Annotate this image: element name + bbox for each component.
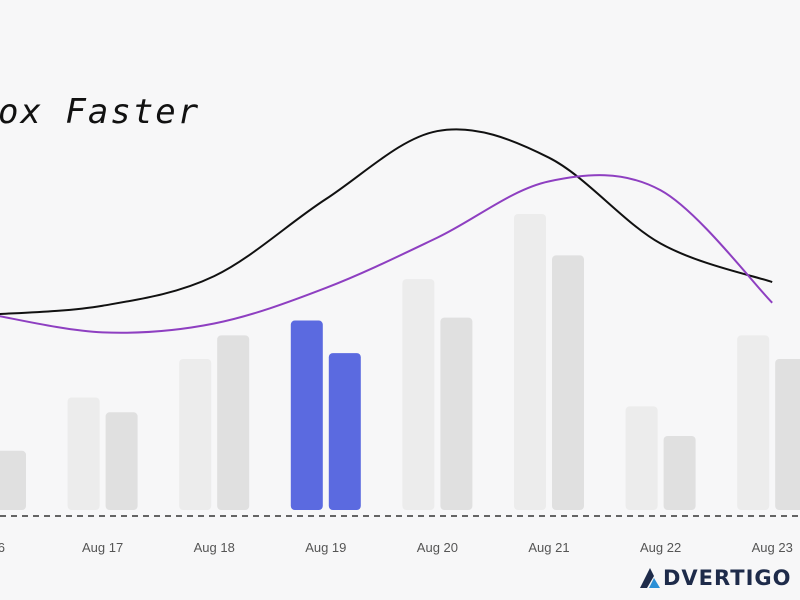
brand-logo: DVERTIGO xyxy=(638,566,791,590)
bar-aug-19-s2 xyxy=(328,353,361,510)
bar-aug-22-s1 xyxy=(625,406,658,510)
x-tick-label: Aug 22 xyxy=(640,540,681,555)
bars-group xyxy=(0,213,800,510)
bar-aug-19-s1 xyxy=(290,320,323,510)
x-tick-label: Aug 17 xyxy=(82,540,123,555)
bar-aug-18-s1 xyxy=(179,359,212,510)
bar-aug-21-s1 xyxy=(514,213,546,510)
bar-aug-16-s2 xyxy=(0,450,26,510)
bar-aug-23-s1 xyxy=(737,335,770,510)
x-tick-label: Aug 18 xyxy=(194,540,235,555)
brand-name: DVERTIGO xyxy=(663,566,792,590)
x-tick-label: 6 xyxy=(0,540,5,555)
x-tick-label: Aug 19 xyxy=(305,540,346,555)
bar-aug-23-s2 xyxy=(775,359,800,510)
advertigo-a-logo-icon xyxy=(640,568,660,588)
bar-aug-17-s2 xyxy=(105,412,138,510)
x-tick-label: Aug 21 xyxy=(528,540,569,555)
bar-aug-22-s2 xyxy=(663,435,696,510)
series-line-a xyxy=(0,128,773,316)
bar-aug-21-s2 xyxy=(552,255,584,510)
x-tick-label: Aug 20 xyxy=(417,540,458,555)
x-tick-labels: 6 Aug 17 Aug 18 Aug 19 Aug 20 Aug 21 Aug 22 Aug… xyxy=(0,540,793,555)
series-line-b xyxy=(0,174,773,334)
bar-aug-20-s2 xyxy=(440,317,473,510)
bar-aug-17-s1 xyxy=(67,397,100,510)
chart-annotation: ox Faster xyxy=(0,92,201,132)
x-tick-label: Aug 23 xyxy=(752,540,793,555)
bar-aug-18-s2 xyxy=(217,335,250,510)
bar-aug-20-s1 xyxy=(402,279,435,510)
